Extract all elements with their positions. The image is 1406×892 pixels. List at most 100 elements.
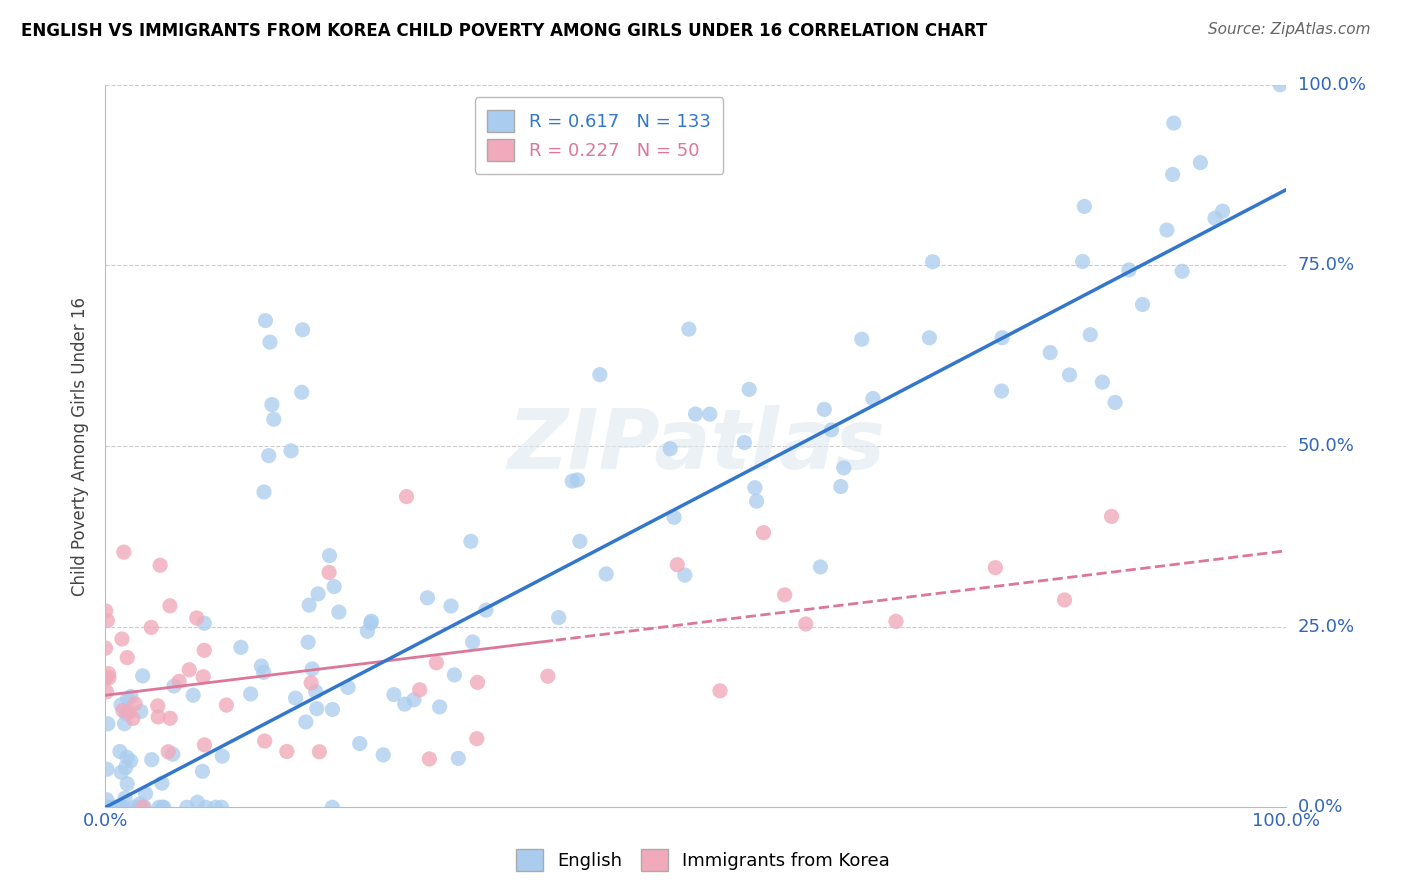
Point [94, 604, 117, 618]
Point [356, 624, 378, 639]
Point [257, 449, 280, 463]
Point [1163, 116, 1185, 130]
Legend: English, Immigrants from Korea: English, Immigrants from Korea [509, 842, 897, 879]
Point [851, 332, 873, 346]
Point [294, 714, 316, 729]
Point [97, 666, 120, 681]
Point [733, 435, 755, 450]
Point [211, 800, 233, 814]
Point [191, 764, 214, 779]
Point [752, 525, 775, 540]
Point [193, 738, 215, 752]
Point [443, 668, 465, 682]
Text: Source: ZipAtlas.com: Source: ZipAtlas.com [1208, 22, 1371, 37]
Point [186, 795, 208, 809]
Point [254, 313, 277, 327]
Point [135, 787, 157, 801]
Point [115, 750, 138, 764]
Point [146, 710, 169, 724]
Point [659, 442, 682, 456]
Point [193, 643, 215, 657]
Point [118, 706, 141, 720]
Point [1091, 375, 1114, 389]
Text: ZIPatlas: ZIPatlas [508, 406, 884, 486]
Point [918, 331, 941, 345]
Point [794, 617, 817, 632]
Point [181, 688, 204, 702]
Point [131, 669, 153, 683]
Point [429, 699, 451, 714]
Point [129, 705, 152, 719]
Point [323, 580, 346, 594]
Point [1071, 254, 1094, 268]
Point [94, 671, 117, 685]
Point [425, 656, 447, 670]
Point [239, 687, 262, 701]
Point [360, 615, 382, 630]
Point [416, 591, 439, 605]
Point [101, 800, 124, 814]
Point [229, 640, 252, 655]
Point [465, 731, 488, 746]
Point [301, 662, 323, 676]
Point [813, 402, 835, 417]
Point [1078, 327, 1101, 342]
Point [402, 692, 425, 706]
Point [862, 392, 884, 406]
Point [1118, 263, 1140, 277]
Point [808, 560, 831, 574]
Y-axis label: Child Poverty Among Girls Under 16: Child Poverty Among Girls Under 16 [72, 296, 90, 596]
Point [108, 744, 131, 758]
Point [157, 745, 180, 759]
Point [162, 747, 184, 762]
Point [299, 676, 322, 690]
Point [253, 485, 276, 500]
Point [114, 791, 136, 805]
Point [114, 716, 136, 731]
Point [305, 685, 328, 699]
Text: 50.0%: 50.0% [1298, 437, 1354, 455]
Point [467, 675, 489, 690]
Point [96, 762, 118, 776]
Point [678, 322, 700, 336]
Point [830, 479, 852, 493]
Point [832, 460, 855, 475]
Point [131, 800, 153, 814]
Point [134, 800, 156, 814]
Point [179, 663, 201, 677]
Point [193, 616, 215, 631]
Point [103, 800, 125, 814]
Point [308, 745, 330, 759]
Point [100, 800, 122, 814]
Point [328, 605, 350, 619]
Point [167, 674, 190, 689]
Point [418, 752, 440, 766]
Point [284, 691, 307, 706]
Point [337, 681, 360, 695]
Point [291, 385, 314, 400]
Point [96, 800, 118, 814]
Point [96, 614, 118, 628]
Text: 25.0%: 25.0% [1298, 617, 1355, 636]
Point [128, 797, 150, 811]
Point [280, 443, 302, 458]
Point [141, 753, 163, 767]
Point [394, 697, 416, 711]
Point [1204, 211, 1226, 226]
Point [745, 494, 768, 508]
Point [112, 545, 135, 559]
Point [744, 481, 766, 495]
Point [276, 744, 298, 758]
Point [97, 671, 120, 685]
Point [1268, 78, 1291, 92]
Point [1104, 395, 1126, 409]
Point [94, 641, 117, 656]
Point [111, 632, 134, 646]
Point [673, 568, 696, 582]
Point [96, 793, 118, 807]
Point [568, 534, 591, 549]
Point [820, 423, 842, 437]
Point [104, 800, 127, 814]
Point [1053, 593, 1076, 607]
Point [141, 620, 163, 634]
